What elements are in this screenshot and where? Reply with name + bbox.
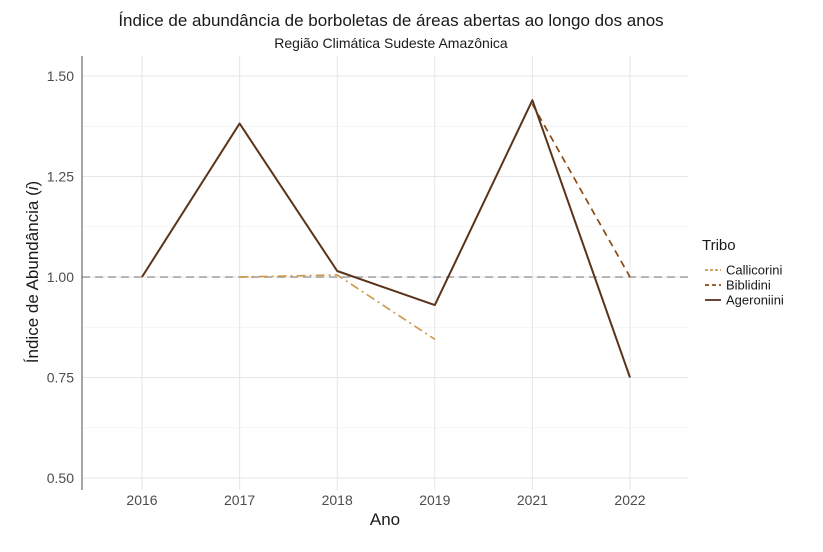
y-tick-label: 0.75 — [47, 369, 74, 385]
x-tick-label: 2022 — [614, 492, 645, 508]
y-tick-label: 0.50 — [47, 470, 74, 486]
x-tick-label: 2021 — [517, 492, 548, 508]
x-tick-label: 2017 — [224, 492, 255, 508]
x-axis-title: Ano — [370, 510, 400, 529]
y-axis-title-italic: i — [23, 185, 42, 190]
legend-label-callicorini: Callicorini — [726, 263, 782, 278]
y-tick-label: 1.50 — [47, 68, 74, 84]
chart-subtitle: Região Climática Sudeste Amazônica — [274, 35, 508, 51]
series-lines — [141, 99, 631, 378]
legend-label-biblidini: Biblidini — [726, 278, 771, 293]
x-tick-label: 2016 — [126, 492, 157, 508]
legend-label-ageroniini: Ageroniini — [726, 293, 784, 308]
series-line-biblidini — [531, 103, 631, 278]
y-tick-label: 1.00 — [47, 269, 74, 285]
series-line-ageroniini — [141, 99, 631, 378]
tick-labels: 0.50 0.75 1.00 1.25 1.50 2016 2017 2018 2019 2021… — [47, 68, 646, 508]
y-axis-title-suffix: ) — [23, 181, 42, 187]
chart-title: Índice de abundância de borboletas de ár… — [118, 11, 663, 30]
y-tick-label: 1.25 — [47, 169, 74, 185]
y-axis-title: Índice de Abundância (i) — [23, 181, 42, 363]
y-axis-title-prefix: Índice de Abundância ( — [23, 190, 42, 363]
x-tick-label: 2019 — [419, 492, 450, 508]
legend-title: Tribo — [702, 237, 736, 254]
gridlines — [82, 56, 688, 490]
x-tick-label: 2018 — [322, 492, 353, 508]
